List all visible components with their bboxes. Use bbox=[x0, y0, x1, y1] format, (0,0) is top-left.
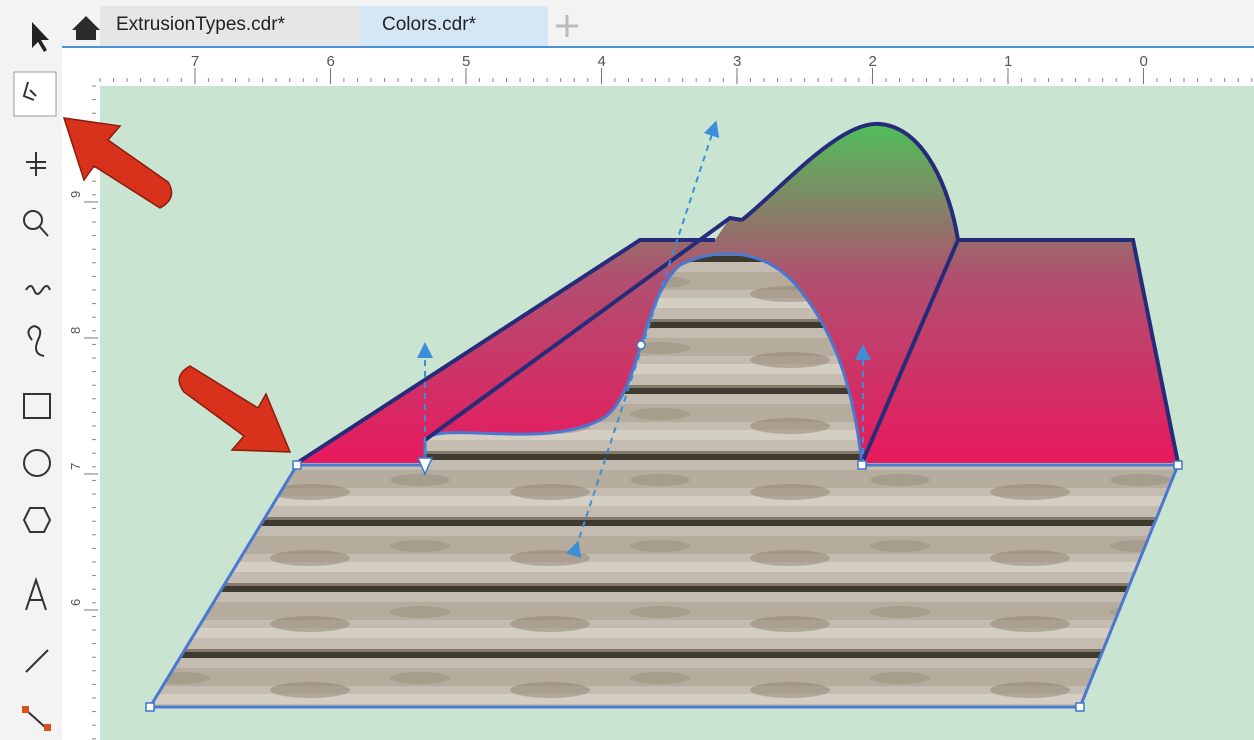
ruler-label: 0 bbox=[1140, 53, 1148, 70]
ruler-label: 2 bbox=[869, 53, 877, 70]
ruler-label: 9 bbox=[68, 191, 83, 198]
ruler-label: 7 bbox=[68, 463, 83, 470]
ruler-label: 1 bbox=[1004, 53, 1012, 70]
home-icon[interactable] bbox=[72, 16, 100, 40]
plus-icon bbox=[556, 15, 578, 37]
ruler-label: 6 bbox=[327, 53, 335, 70]
ruler-label: 6 bbox=[68, 599, 83, 606]
ruler-label: 4 bbox=[598, 53, 606, 70]
workspace: 765432109876 bbox=[0, 0, 1254, 740]
ruler-label: 3 bbox=[733, 53, 741, 70]
ruler-label: 5 bbox=[462, 53, 470, 70]
ruler-label: 8 bbox=[68, 327, 83, 334]
corel-window: ExtrusionTypes.cdr* Colors.cdr* bbox=[0, 0, 1254, 740]
ruler-label: 7 bbox=[191, 53, 199, 70]
